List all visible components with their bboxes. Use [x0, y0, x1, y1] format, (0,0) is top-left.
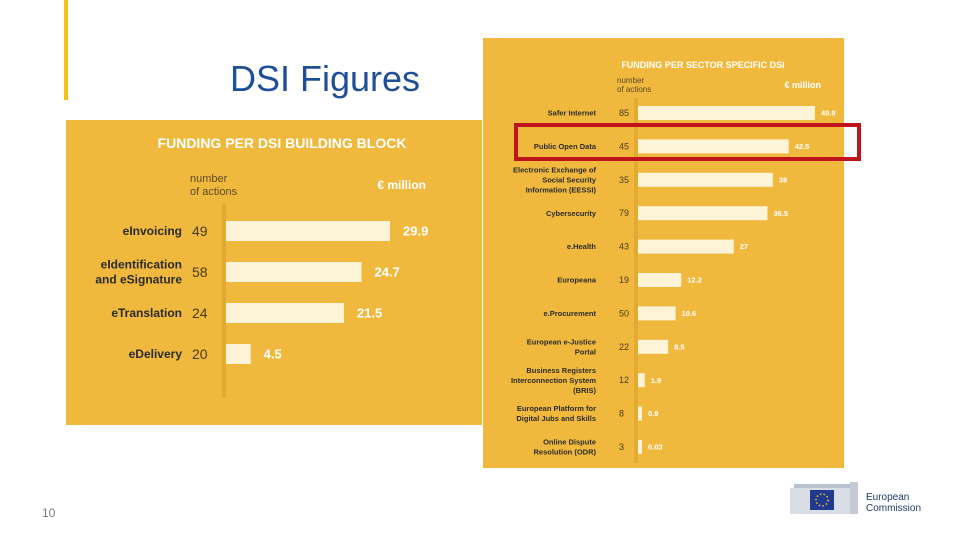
action-count: 49 [192, 223, 208, 239]
value-label: 38 [779, 175, 787, 184]
value-label: 10.6 [682, 309, 697, 318]
category-label: Safer Internet [548, 109, 597, 118]
value-label: 21.5 [357, 306, 382, 321]
logo-line-2: Commission [866, 503, 922, 514]
highlight-box [514, 123, 861, 161]
category-label: eTranslation [111, 306, 182, 320]
logo-text: European Commission [866, 492, 921, 514]
sector-dsi-chart: FUNDING PER SECTOR SPECIFIC DSI numberof … [511, 60, 836, 463]
bar [226, 221, 390, 241]
commission-building-icon [790, 482, 858, 514]
bar [638, 239, 734, 254]
category-label: Public Open Data [534, 142, 597, 151]
category-label: Portal [575, 347, 596, 356]
value-label: 4.5 [264, 347, 282, 362]
category-label: Information (EESSI) [526, 185, 597, 194]
category-label: Business Registers [526, 366, 596, 375]
category-label: e.Health [567, 242, 597, 251]
bar [638, 373, 645, 388]
value-header: € million [784, 80, 821, 90]
action-count: 12 [619, 375, 629, 385]
bar [638, 139, 789, 154]
value-header: € million [377, 178, 426, 192]
action-count: 24 [192, 305, 208, 321]
bar [638, 339, 669, 354]
count-header-line: number [617, 76, 644, 85]
chart-title: FUNDING PER DSI BUILDING BLOCK [158, 135, 407, 151]
bar [638, 273, 682, 287]
value-label: 36.5 [773, 209, 788, 218]
category-label: European Platform for [517, 404, 596, 413]
action-count: 22 [619, 342, 629, 352]
action-count: 50 [619, 308, 629, 318]
value-label: 27 [740, 242, 748, 251]
action-count: 45 [619, 141, 629, 151]
bar [638, 206, 768, 221]
category-label: eInvoicing [123, 224, 182, 238]
action-count: 79 [619, 208, 629, 218]
category-label: Online Dispute [543, 438, 596, 447]
category-label: Interconnection System [511, 376, 596, 385]
value-label: 0.03 [648, 443, 663, 452]
axis-line [634, 98, 638, 463]
action-count: 58 [192, 264, 208, 280]
building-block-chart-panel: FUNDING PER DSI BUILDING BLOCK number of a… [66, 120, 482, 425]
category-label: Electronic Exchange of [513, 165, 596, 174]
category-label: (BRIS) [573, 386, 596, 395]
count-header-line: of actions [617, 85, 651, 94]
category-label: Digital Jubs and Skills [516, 414, 596, 423]
action-count: 19 [619, 275, 629, 285]
european-commission-logo [788, 478, 928, 516]
category-label: and eSignature [95, 273, 182, 287]
bar [638, 406, 642, 421]
value-label: 8.5 [674, 342, 684, 351]
value-label: 1.9 [651, 376, 661, 385]
value-label: 29.9 [403, 224, 428, 239]
bar [638, 172, 773, 187]
chart-title: FUNDING PER SECTOR SPECIFIC DSI [621, 60, 784, 70]
category-label: Europeana [557, 276, 597, 285]
count-header-line: of actions [190, 186, 238, 198]
category-label: Resolution (ODR) [534, 448, 597, 457]
value-label: 24.7 [374, 265, 399, 280]
action-count: 43 [619, 242, 629, 252]
category-label: Social Security [542, 175, 597, 184]
accent-bar [64, 0, 68, 100]
category-label: eDelivery [129, 347, 183, 361]
logo-line-1: European [866, 492, 910, 503]
category-label: Cybersecurity [546, 209, 597, 218]
category-label: eIdentification [101, 258, 182, 272]
value-label: 42.5 [795, 142, 810, 151]
page-number: 10 [42, 506, 56, 520]
bar [638, 106, 815, 120]
action-count: 20 [192, 346, 208, 362]
action-count: 3 [619, 442, 624, 452]
action-count: 35 [619, 175, 629, 185]
axis-line [222, 204, 226, 398]
value-label: 49.9 [821, 109, 836, 118]
slide-title: DSI Figures [230, 58, 421, 99]
count-header-line: number [190, 173, 228, 185]
bar [226, 344, 251, 364]
bar [226, 303, 344, 323]
bar [638, 306, 676, 321]
category-label: European e-Justice [527, 337, 596, 346]
value-label: 12.2 [687, 276, 702, 285]
bar [638, 440, 642, 454]
bar [226, 262, 362, 282]
action-count: 85 [619, 108, 629, 118]
sector-dsi-chart-panel: FUNDING PER SECTOR SPECIFIC DSI number of … [483, 38, 844, 468]
action-count: 8 [619, 409, 624, 419]
category-label: e.Procurement [543, 309, 596, 318]
value-label: 0.9 [648, 409, 658, 418]
